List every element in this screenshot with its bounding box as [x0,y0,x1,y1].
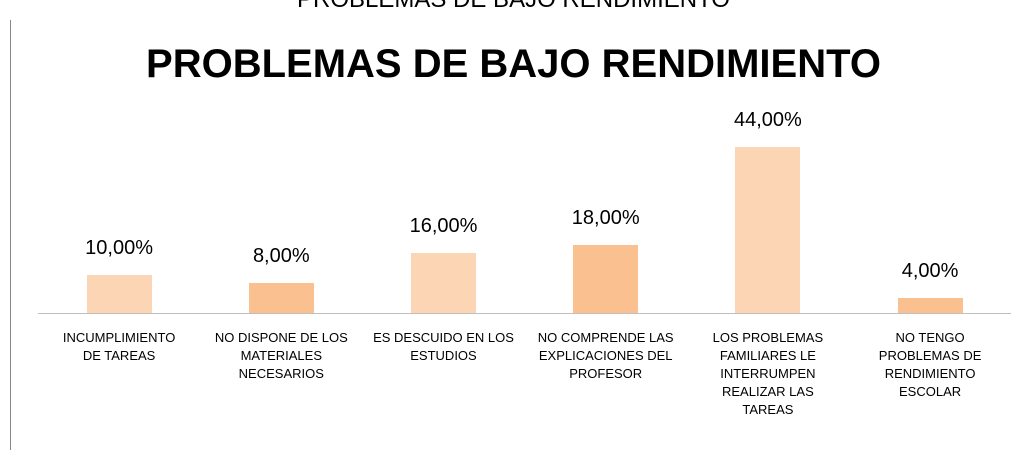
bar [735,147,801,313]
bar [411,252,476,313]
value-label: 4,00% [901,259,959,282]
bar [573,245,639,313]
x-tick-label: INCUMPLIMIENTO DE TAREAS [62,330,176,363]
chart-title: PROBLEMAS DE BAJO RENDIMIENTO [146,42,881,86]
x-tick-label: NO DISPONE DE LOS MATERIALES NECESARIOS [214,330,348,381]
value-label: 10,00% [85,237,154,260]
page-heading: PROBLEMAS DE BAJO RENDIMIENTO [0,0,1027,14]
frame-border [10,20,11,450]
baseline [38,313,1011,314]
value-label: 18,00% [571,207,640,230]
value-label: 16,00% [409,214,478,237]
bar [248,282,314,313]
value-label: 44,00% [733,109,802,132]
x-tick-label: LOS PROBLEMAS FAMILIARES LE INTERRUMPEN … [712,330,824,417]
x-tick-label: NO TENGO PROBLEMAS DE RENDIMIENTO ESCOLA… [878,330,982,399]
x-tick-label: ES DESCUIDO EN LOS ESTUDIOS [373,330,514,363]
bar [86,275,152,313]
x-tick-label: NO COMPRENDE LAS EXPLICACIONES DEL PROFE… [537,330,674,381]
bar [897,297,963,313]
value-label: 8,00% [252,244,310,267]
